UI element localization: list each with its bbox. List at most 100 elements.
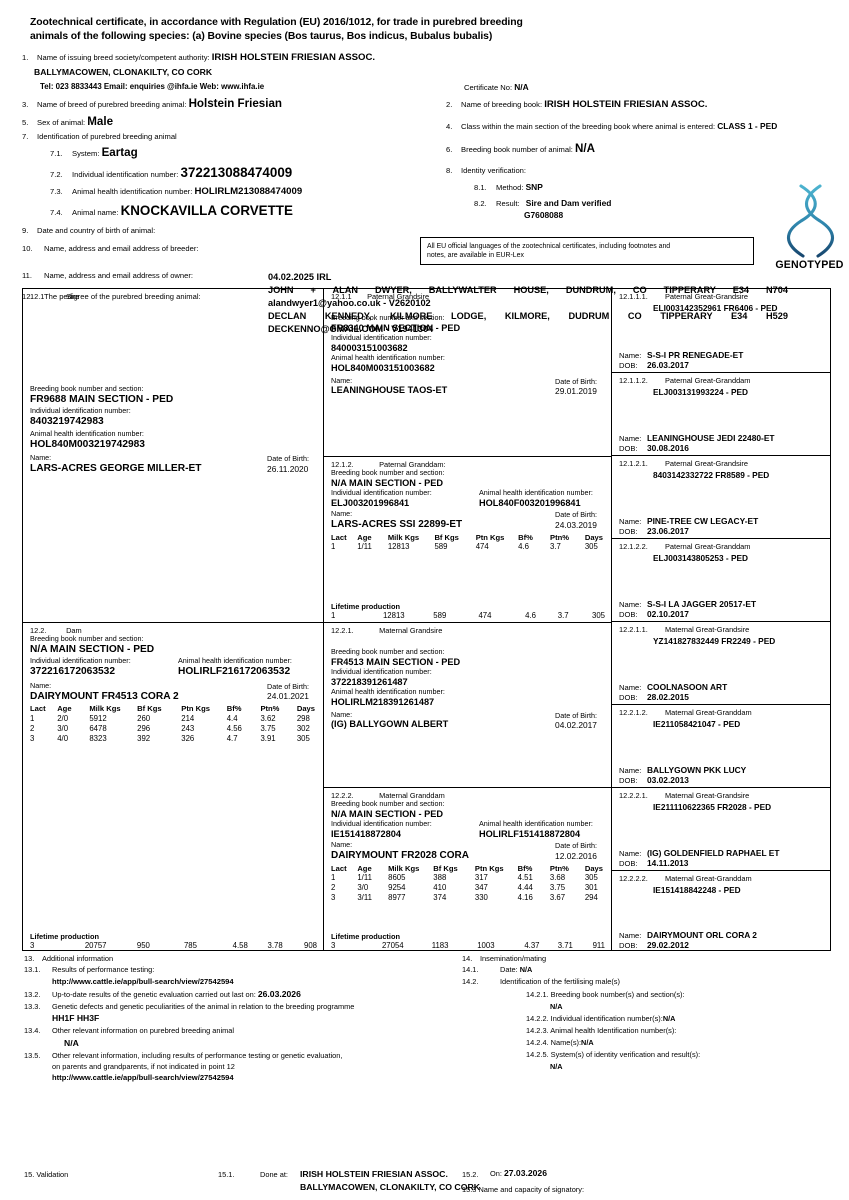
label-dob: DOB: (619, 360, 638, 370)
lifetime-cell (354, 941, 382, 950)
lact-cell: 3.67 (549, 893, 566, 903)
lact-column-header: Lact (331, 863, 347, 873)
label-dob: Date of Birth: (555, 710, 597, 720)
lact-cell: 302 (296, 723, 310, 733)
lact-cell: 2 (30, 723, 35, 733)
label-dob: DOB: (619, 609, 638, 619)
mgd-lifetime-row: 3 27054 1183 1003 4.37 3.71 911 (331, 941, 605, 950)
genotyped-mark: GENOTYPED (757, 184, 849, 271)
lact-cell: 6478 (89, 723, 107, 733)
breeding-book-number-value: N/A (575, 141, 595, 155)
pedigree-cell-great-grandparent: 12.2.2.1. Maternal Great-Grandsire IE21111… (612, 786, 830, 870)
lact-cell: 4.16 (517, 893, 533, 903)
section-13-heading: 13. Additional information (24, 954, 454, 963)
lact-cell: 3.75 (549, 883, 566, 893)
pgs-dob: 29.01.2019 (555, 385, 597, 396)
pgd-lactation-table: Lact Age Milk Kgs Bf Kgs Ptn Kgs Bf% Ptn% Days … (331, 533, 605, 552)
field-label: Identification of purebred breeding anim… (37, 132, 177, 142)
great-grandparent-id: IE151418842248 - PED (653, 884, 741, 895)
pedigree-cell-great-grandparent: 12.1.1.2. Paternal Great-Granddam ELJ00313… (612, 371, 830, 455)
cell-role: Dam (66, 625, 82, 635)
pgd-individual-id: ELJ003201996841 (331, 497, 410, 508)
dam-lactation-table: Lact Age Milk Kgs Bf Kgs Ptn Kgs Bf% Ptn% Days … (30, 704, 317, 743)
great-grandparent-name-line: Name: BALLYGOWN PKK LUCY (619, 765, 825, 775)
table-body: 1 1/11 12813 589 474 4.6 3.7 305 (331, 542, 605, 552)
lact-column-header: Milk Kgs (89, 704, 121, 714)
label-individual-id: Individual identification number: (331, 819, 432, 828)
lact-cell: 8977 (388, 893, 406, 903)
pgs-name: LEANINGHOUSE TAOS-ET (331, 385, 448, 396)
label-name: Name: (619, 350, 642, 360)
breeder-email-line: alandwyer1@yahoo.co.uk - V2620102 (268, 297, 431, 308)
lact-cell: 3/0 (357, 883, 369, 893)
section-number: 15. (24, 1169, 35, 1179)
great-grandparent-dob: 03.02.2013 (647, 774, 689, 785)
cell-index: 12.1.1 (331, 291, 352, 301)
lact-column-header: Bf Kgs (433, 863, 458, 873)
field-class: 4. Class within the main section of the … (446, 121, 844, 131)
section-15-heading: 15. Validation (24, 1170, 68, 1179)
field-birth-date-country: 9. Date and country of birth of animal: (22, 226, 442, 235)
lact-cell: 260 (137, 713, 151, 723)
field-number: 8.1. (474, 182, 487, 192)
lact-cell: 3.62 (260, 713, 276, 723)
label-name: Name: (331, 375, 353, 385)
label-dob: Date of Birth: (555, 510, 597, 520)
lact-column-header: Age (357, 532, 372, 542)
field-verification-method: 8.1. Method: SNP (474, 182, 844, 192)
field-number: 3. (22, 100, 29, 110)
field-number: 14.2. (462, 976, 479, 986)
insemination-section: 14. Insemination/mating 14.1. Date: N/A … (462, 954, 849, 1074)
fm-name-value: N/A (581, 1037, 594, 1047)
field-done-at-label: Done at: (260, 1169, 288, 1179)
lact-cell: 474 (475, 542, 489, 552)
field-identity-verification-heading: 8. Identity verification: (446, 166, 844, 175)
performance-testing-url[interactable]: http://www.cattle.ie/app/bull-search/vie… (52, 976, 234, 986)
label-breeding-book: Breeding book number and section: (331, 646, 445, 656)
other-info-parents-url[interactable]: http://www.cattle.ie/app/bull-search/vie… (52, 1073, 234, 1083)
lact-cell: 4.44 (517, 883, 533, 893)
lact-cell: 2 (331, 883, 336, 893)
label-individual-id: Individual identification number: (30, 406, 131, 416)
label-name: Name: (619, 433, 642, 443)
lact-column-header: Ptn Kgs (181, 704, 210, 714)
field-number: 13.4. (24, 1026, 41, 1036)
lifetime-row: 3 20757 950 785 4.58 3.78 908 (30, 941, 317, 950)
lact-cell: 1/11 (357, 542, 372, 552)
pedigree-column-great-grandparents: 12.1.1.1. Paternal Great-Grandsire ELI0031… (611, 288, 830, 950)
animal-name-value: KNOCKAVILLA CORVETTE (120, 202, 293, 218)
great-grandparent-dob-line: DOB: 30.08.2016 (619, 443, 689, 453)
lact-cell: 4/0 (57, 733, 69, 743)
lact-column-header: Ptn% (549, 863, 569, 873)
pedigree-cell-paternal-granddam: 12.1.2. Paternal Granddam: Breeding book… (324, 455, 611, 622)
table-body: 1 1/11 8605 388 317 4.51 3.68 305 2 3/0 9254 410 347… (331, 873, 605, 903)
lact-cell: 294 (584, 893, 598, 903)
issuing-authority-contact: Tel: 023 8833443 Email: enquiries @ihfa.… (40, 82, 265, 92)
field-number: 11. (22, 270, 32, 280)
fm-breeding-book-value: N/A (550, 1001, 563, 1011)
label-dob: Date of Birth: (555, 376, 597, 386)
field-number: 7.2. (50, 169, 63, 179)
certificate-no-value: N/A (514, 81, 529, 92)
field-number: 8.2. (474, 198, 487, 208)
great-grandparent-dob-line: DOB: 26.03.2017 (619, 360, 689, 370)
cell-index: 12.2. (30, 625, 47, 635)
lact-cell: 3/0 (57, 723, 69, 733)
label-dob: Date of Birth: (267, 454, 309, 464)
field-label: Results of performance testing: (52, 965, 155, 975)
verification-result-code: G7608088 (524, 209, 564, 220)
field-performance-testing: 13.1. Results of performance testing: (24, 965, 454, 974)
cell-role: Paternal Great-Grandsire (665, 291, 748, 301)
field-label: On: (490, 1168, 502, 1178)
field-number: 12. (22, 291, 33, 301)
mgd-name: DAIRYMOUNT FR2028 CORA (331, 850, 469, 862)
pgs-health-id: HOL840M003151003682 (331, 363, 435, 374)
field-number: 13.3. (24, 1001, 41, 1011)
lact-column-header: Lact (30, 704, 46, 714)
lact-cell: 326 (181, 733, 195, 743)
great-grandparent-name-line: Name: S-S-I PR RENEGADE-ET (619, 350, 825, 360)
lact-cell: 4.7 (226, 733, 238, 743)
label-dob: DOB: (619, 692, 638, 702)
field-label: Result: (496, 198, 520, 208)
lact-cell: 1 (331, 873, 336, 883)
